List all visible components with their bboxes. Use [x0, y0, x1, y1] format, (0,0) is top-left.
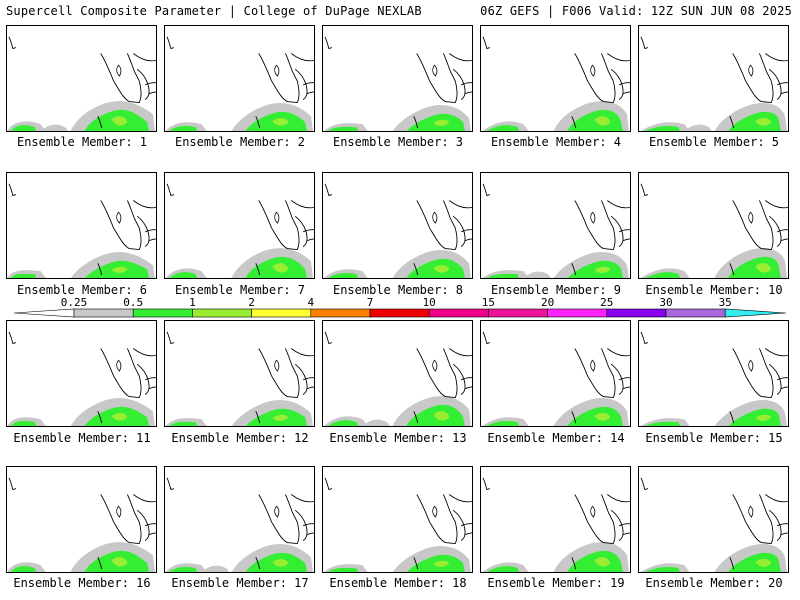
ensemble-member-map[interactable]	[638, 466, 789, 573]
ensemble-member-label: Ensemble Member: 10	[645, 283, 783, 297]
map-plot	[482, 331, 630, 426]
ensemble-member-label: Ensemble Member: 13	[329, 431, 467, 445]
scale-tick-label: 0.5	[123, 298, 143, 309]
map-plot	[7, 183, 156, 278]
scale-tick-label: 20	[541, 298, 554, 309]
ensemble-member-map[interactable]	[480, 466, 631, 573]
scale-color-bin	[428, 308, 489, 318]
ensemble-member-map[interactable]	[322, 320, 473, 427]
valid-time-label: 06Z GEFS | F006 Valid: 12Z SUN JUN 08 20…	[480, 4, 792, 18]
ensemble-member-label: Ensemble Member: 17	[171, 576, 309, 590]
map-plot	[482, 477, 630, 572]
scale-color-bin	[488, 308, 548, 318]
ensemble-member-label: Ensemble Member: 5	[648, 135, 780, 149]
ensemble-member-map[interactable]	[164, 320, 315, 427]
map-plot	[165, 36, 314, 131]
page-title: Supercell Composite Parameter | College …	[6, 4, 422, 18]
ensemble-member-map[interactable]	[638, 25, 789, 132]
ensemble-member-label: Ensemble Member: 18	[329, 576, 467, 590]
map-plot	[640, 331, 788, 426]
ensemble-member-map[interactable]	[480, 320, 631, 427]
color-scale-bar: 0.25 0.5 1 2 4 7 10 15 20 25 30 35	[13, 298, 787, 318]
ensemble-member-map[interactable]	[480, 25, 631, 132]
ensemble-member-map[interactable]	[6, 172, 157, 279]
ensemble-member-label: Ensemble Member: 16	[13, 576, 151, 590]
ensemble-member-label: Ensemble Member: 4	[490, 135, 622, 149]
scale-tick-label: 10	[423, 298, 436, 309]
map-plot	[324, 183, 472, 278]
scale-tick-label: 0.25	[61, 298, 88, 309]
ensemble-member-map[interactable]	[6, 320, 157, 427]
ensemble-member-label: Ensemble Member: 3	[332, 135, 464, 149]
scale-tick-label: 1	[189, 298, 196, 309]
ensemble-member-map[interactable]	[6, 466, 157, 573]
ensemble-member-label: Ensemble Member: 19	[487, 576, 625, 590]
ensemble-member-map[interactable]	[322, 466, 473, 573]
map-plot	[165, 183, 314, 278]
map-plot	[165, 331, 314, 426]
scale-color-bin	[192, 308, 252, 318]
ensemble-member-label: Ensemble Member: 7	[174, 283, 306, 297]
map-plot	[7, 36, 156, 131]
scale-tick-label: 4	[307, 298, 314, 309]
map-plot	[165, 477, 314, 572]
map-plot	[324, 331, 472, 426]
map-plot	[640, 477, 788, 572]
scale-color-bin	[251, 308, 312, 318]
ensemble-member-map[interactable]	[164, 25, 315, 132]
scale-color-bin	[310, 308, 371, 318]
scale-color-bin	[606, 308, 667, 318]
scale-tick-label: 30	[659, 298, 672, 309]
map-plot	[640, 183, 788, 278]
map-plot	[7, 331, 156, 426]
scale-tick-label: 35	[719, 298, 732, 309]
ensemble-member-label: Ensemble Member: 12	[171, 431, 309, 445]
scale-color-bin	[547, 308, 608, 318]
ensemble-member-map[interactable]	[164, 466, 315, 573]
scale-color-bin	[73, 308, 134, 318]
scale-color-bin	[369, 308, 430, 318]
map-plot	[324, 36, 472, 131]
ensemble-member-label: Ensemble Member: 8	[332, 283, 464, 297]
map-plot	[324, 477, 472, 572]
ensemble-member-map[interactable]	[322, 172, 473, 279]
scale-left-arrow	[13, 308, 75, 318]
scale-right-arrow	[724, 308, 787, 318]
scale-tick-label: 25	[600, 298, 613, 309]
map-plot	[482, 183, 630, 278]
ensemble-member-map[interactable]	[480, 172, 631, 279]
ensemble-member-map[interactable]	[164, 172, 315, 279]
ensemble-member-label: Ensemble Member: 9	[490, 283, 622, 297]
ensemble-member-map[interactable]	[638, 320, 789, 427]
map-plot	[482, 36, 630, 131]
ensemble-member-label: Ensemble Member: 14	[487, 431, 625, 445]
scale-tick-label: 7	[367, 298, 374, 309]
ensemble-member-label: Ensemble Member: 6	[16, 283, 148, 297]
ensemble-member-label: Ensemble Member: 2	[174, 135, 306, 149]
scale-tick-label: 2	[248, 298, 255, 309]
map-plot	[640, 36, 788, 131]
ensemble-member-label: Ensemble Member: 15	[645, 431, 783, 445]
map-plot	[7, 477, 156, 572]
ensemble-member-map[interactable]	[322, 25, 473, 132]
ensemble-member-map[interactable]	[638, 172, 789, 279]
scale-color-bin	[665, 308, 726, 318]
scale-tick-label: 15	[482, 298, 495, 309]
scale-color-bin	[132, 308, 193, 318]
ensemble-member-label: Ensemble Member: 1	[16, 135, 148, 149]
ensemble-member-label: Ensemble Member: 11	[13, 431, 151, 445]
ensemble-member-map[interactable]	[6, 25, 157, 132]
ensemble-member-label: Ensemble Member: 20	[645, 576, 783, 590]
